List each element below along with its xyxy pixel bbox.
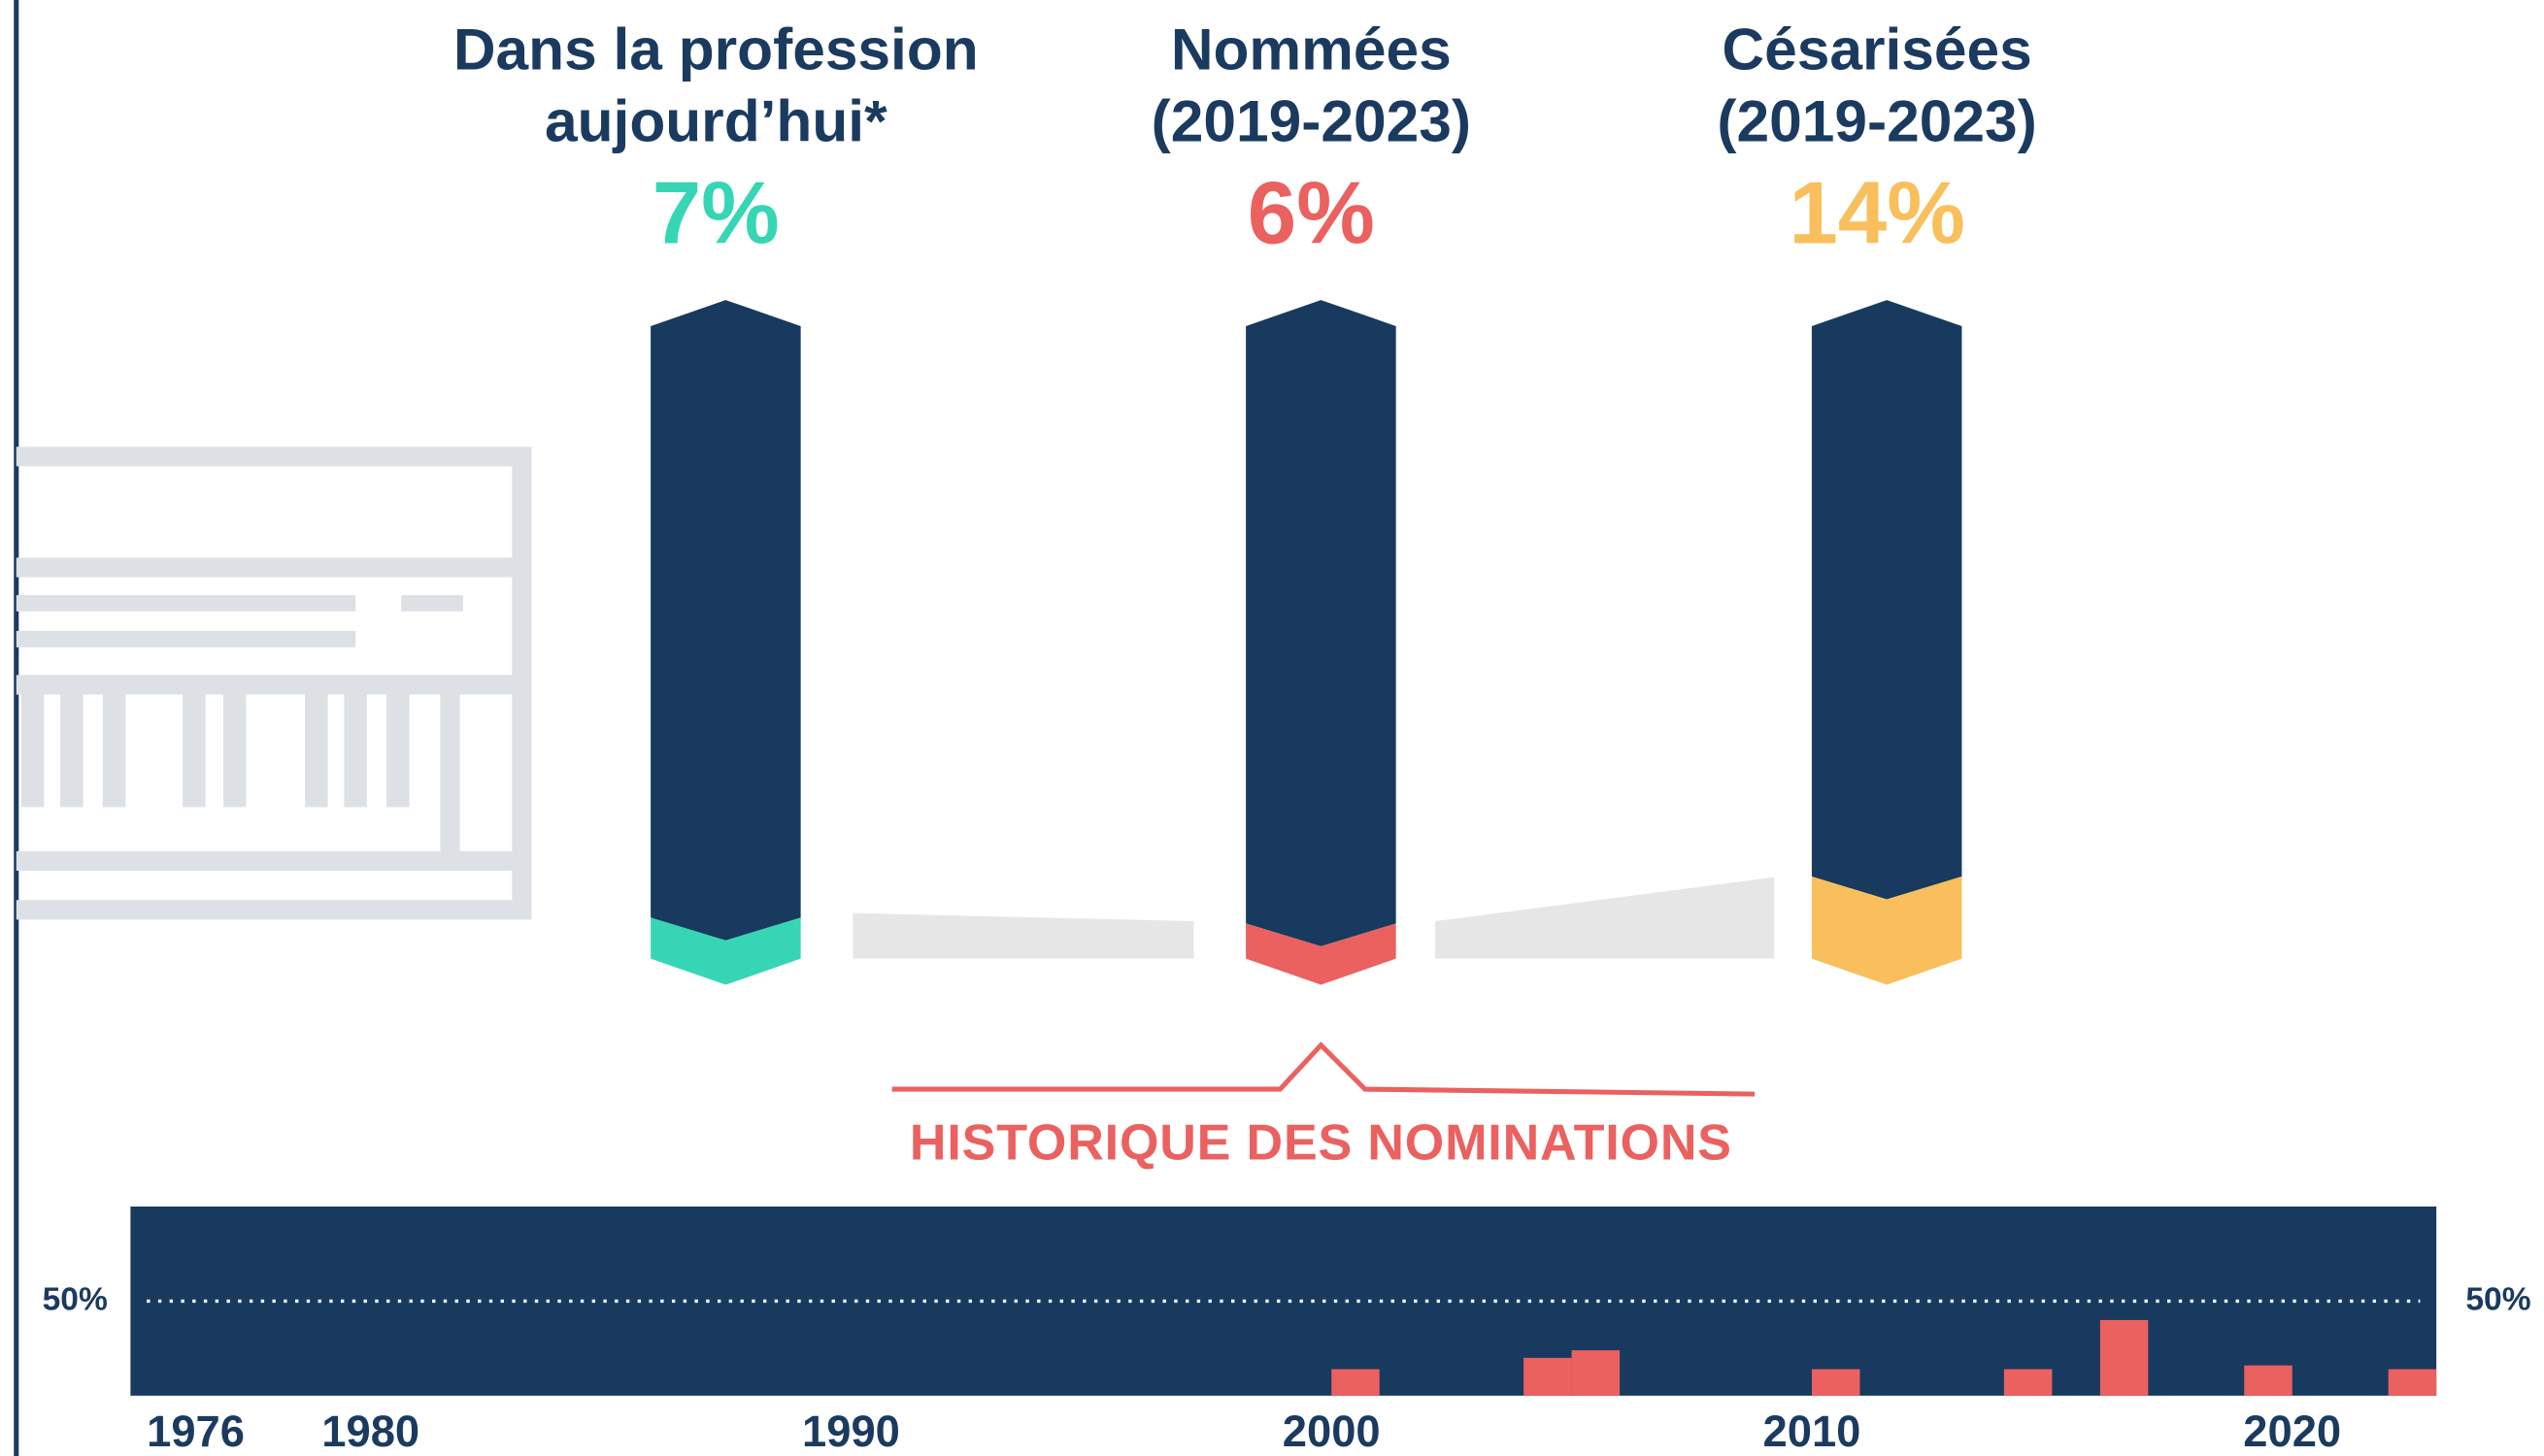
stat-value: 6%: [1248, 165, 1375, 263]
bar: [2388, 1369, 2437, 1396]
bar: [2003, 1369, 2053, 1396]
column: [1246, 300, 1396, 946]
history-title: HISTORIQUE DES NOMINATIONS: [910, 1115, 1732, 1172]
x-tick-label: 1990: [802, 1406, 900, 1456]
stat-title: (2019-2023): [1717, 87, 2036, 153]
stat-value: 14%: [1789, 165, 1965, 263]
decor-icon: [16, 447, 532, 920]
column-share: [651, 917, 801, 985]
bar: [1811, 1369, 1860, 1396]
column-share: [1811, 877, 1962, 985]
x-tick-label: 2020: [2243, 1406, 2341, 1456]
bracket: [891, 1042, 1756, 1097]
stat-title: Dans la profession: [453, 16, 979, 82]
bar: [1331, 1369, 1380, 1396]
x-tick-label: 1976: [147, 1406, 245, 1456]
stat-title: aujourd’hui*: [545, 87, 887, 153]
x-tick-label: 2000: [1283, 1406, 1381, 1456]
stat-title: Nommées: [1171, 16, 1452, 82]
column: [1811, 300, 1962, 900]
bar: [2244, 1365, 2293, 1396]
stat-title: (2019-2023): [1152, 87, 1471, 153]
bar: [1571, 1350, 1621, 1396]
connector: [853, 912, 1194, 959]
stat-value: 7%: [653, 165, 780, 263]
bar: [1523, 1357, 1572, 1396]
stat-title: Césarisées: [1722, 16, 2031, 82]
x-tick-label: 1980: [321, 1406, 419, 1456]
column-share: [1246, 923, 1396, 985]
bar: [2099, 1319, 2149, 1396]
column: [651, 300, 801, 941]
x-tick-label: 2010: [1763, 1406, 1861, 1456]
y-tick-label: 50%: [2465, 1281, 2530, 1317]
y-tick-label: 50%: [43, 1281, 108, 1317]
connector: [1434, 877, 1775, 959]
